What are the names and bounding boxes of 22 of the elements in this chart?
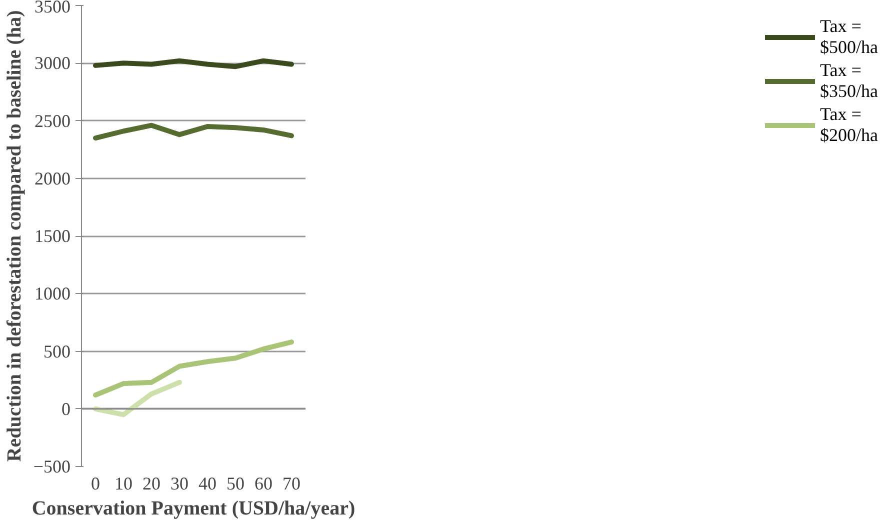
legend-label: Tax = $200/ha (820, 103, 878, 147)
y-tick-label: 2000 (34, 168, 70, 188)
y-tick-label: 2500 (34, 110, 70, 131)
legend-label: Tax = $350/ha (820, 59, 878, 103)
legend-label: Tax = $500/ha (820, 15, 878, 59)
y-tick-label: −500 (33, 456, 71, 476)
y-tick-label: 3500 (34, 0, 70, 16)
y-tick-label: 3000 (34, 53, 70, 74)
x-tick-label: 50 (226, 474, 244, 494)
x-tick-label: 30 (170, 474, 188, 494)
y-axis-title: Reduction in deforestation compared to baseline (ha) (3, 10, 26, 462)
x-axis-title: Conservation Payment (USD/ha/year) (32, 498, 356, 520)
x-tick-label: 60 (254, 474, 272, 494)
x-tick-label: 70 (282, 474, 300, 494)
x-tick-label: 10 (114, 474, 132, 494)
y-tick-label: 1000 (34, 284, 70, 304)
x-tick-label: 0 (91, 474, 100, 494)
x-tick-label: 20 (142, 474, 160, 494)
y-tick-label: 0 (62, 398, 70, 419)
x-tick-label: 40 (198, 474, 216, 494)
y-tick-label: 1500 (34, 226, 70, 246)
y-tick-label: 500 (44, 341, 70, 362)
